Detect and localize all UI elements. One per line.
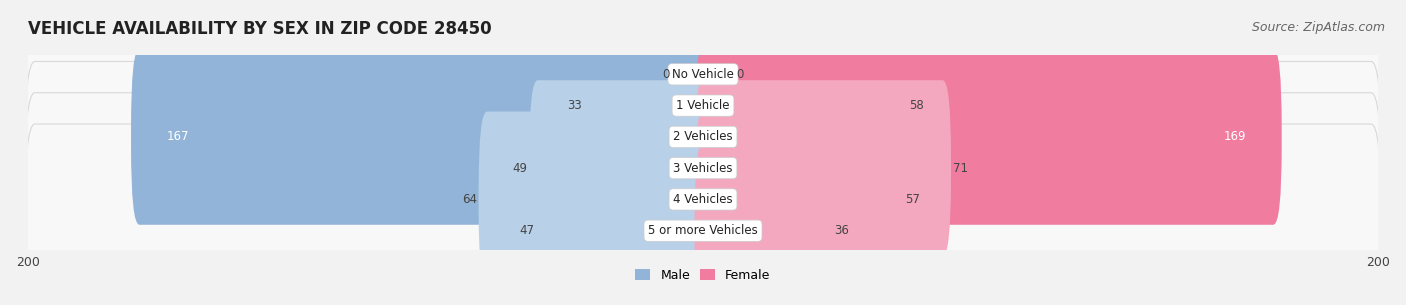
- FancyBboxPatch shape: [697, 18, 735, 131]
- FancyBboxPatch shape: [671, 18, 709, 131]
- Text: 4 Vehicles: 4 Vehicles: [673, 193, 733, 206]
- Text: 0: 0: [662, 68, 669, 81]
- Text: 57: 57: [905, 193, 921, 206]
- FancyBboxPatch shape: [25, 62, 1381, 275]
- Text: 71: 71: [953, 162, 967, 175]
- Text: 49: 49: [513, 162, 527, 175]
- Text: 5 or more Vehicles: 5 or more Vehicles: [648, 224, 758, 237]
- FancyBboxPatch shape: [25, 93, 1381, 305]
- Text: 47: 47: [519, 224, 534, 237]
- FancyBboxPatch shape: [695, 112, 904, 287]
- Text: 169: 169: [1223, 130, 1246, 143]
- Text: VEHICLE AVAILABILITY BY SEX IN ZIP CODE 28450: VEHICLE AVAILABILITY BY SEX IN ZIP CODE …: [28, 20, 492, 38]
- Legend: Male, Female: Male, Female: [630, 264, 776, 287]
- Text: 33: 33: [567, 99, 582, 112]
- FancyBboxPatch shape: [695, 143, 832, 305]
- Text: 1 Vehicle: 1 Vehicle: [676, 99, 730, 112]
- FancyBboxPatch shape: [25, 30, 1381, 243]
- Text: 64: 64: [463, 193, 477, 206]
- FancyBboxPatch shape: [536, 143, 711, 305]
- Text: 36: 36: [835, 224, 849, 237]
- Text: No Vehicle: No Vehicle: [672, 68, 734, 81]
- FancyBboxPatch shape: [25, 124, 1381, 305]
- FancyBboxPatch shape: [695, 80, 950, 256]
- Text: 3 Vehicles: 3 Vehicles: [673, 162, 733, 175]
- Text: 2 Vehicles: 2 Vehicles: [673, 130, 733, 143]
- FancyBboxPatch shape: [25, 0, 1381, 212]
- Text: 167: 167: [166, 130, 188, 143]
- FancyBboxPatch shape: [478, 112, 711, 287]
- FancyBboxPatch shape: [529, 80, 711, 256]
- Text: Source: ZipAtlas.com: Source: ZipAtlas.com: [1251, 21, 1385, 34]
- Text: 0: 0: [737, 68, 744, 81]
- FancyBboxPatch shape: [25, 0, 1381, 181]
- FancyBboxPatch shape: [695, 18, 907, 193]
- FancyBboxPatch shape: [695, 49, 1282, 225]
- Text: 58: 58: [908, 99, 924, 112]
- FancyBboxPatch shape: [131, 49, 711, 225]
- FancyBboxPatch shape: [583, 18, 711, 193]
